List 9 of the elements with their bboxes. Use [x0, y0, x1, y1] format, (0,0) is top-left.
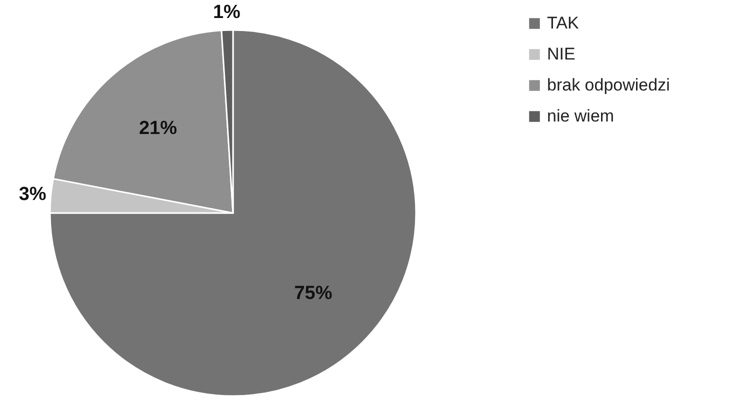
legend-label: TAK	[547, 14, 580, 32]
legend-label: nie wiem	[547, 106, 614, 126]
data-label: 3%	[18, 184, 46, 206]
legend-label: NIE	[547, 44, 576, 64]
data-label: 1%	[212, 2, 241, 23]
data-label: 75%	[294, 283, 332, 304]
legend-label: brak odpowiedzi	[547, 76, 670, 94]
data-label: 21%	[138, 118, 178, 139]
pie-slice	[49, 29, 417, 397]
